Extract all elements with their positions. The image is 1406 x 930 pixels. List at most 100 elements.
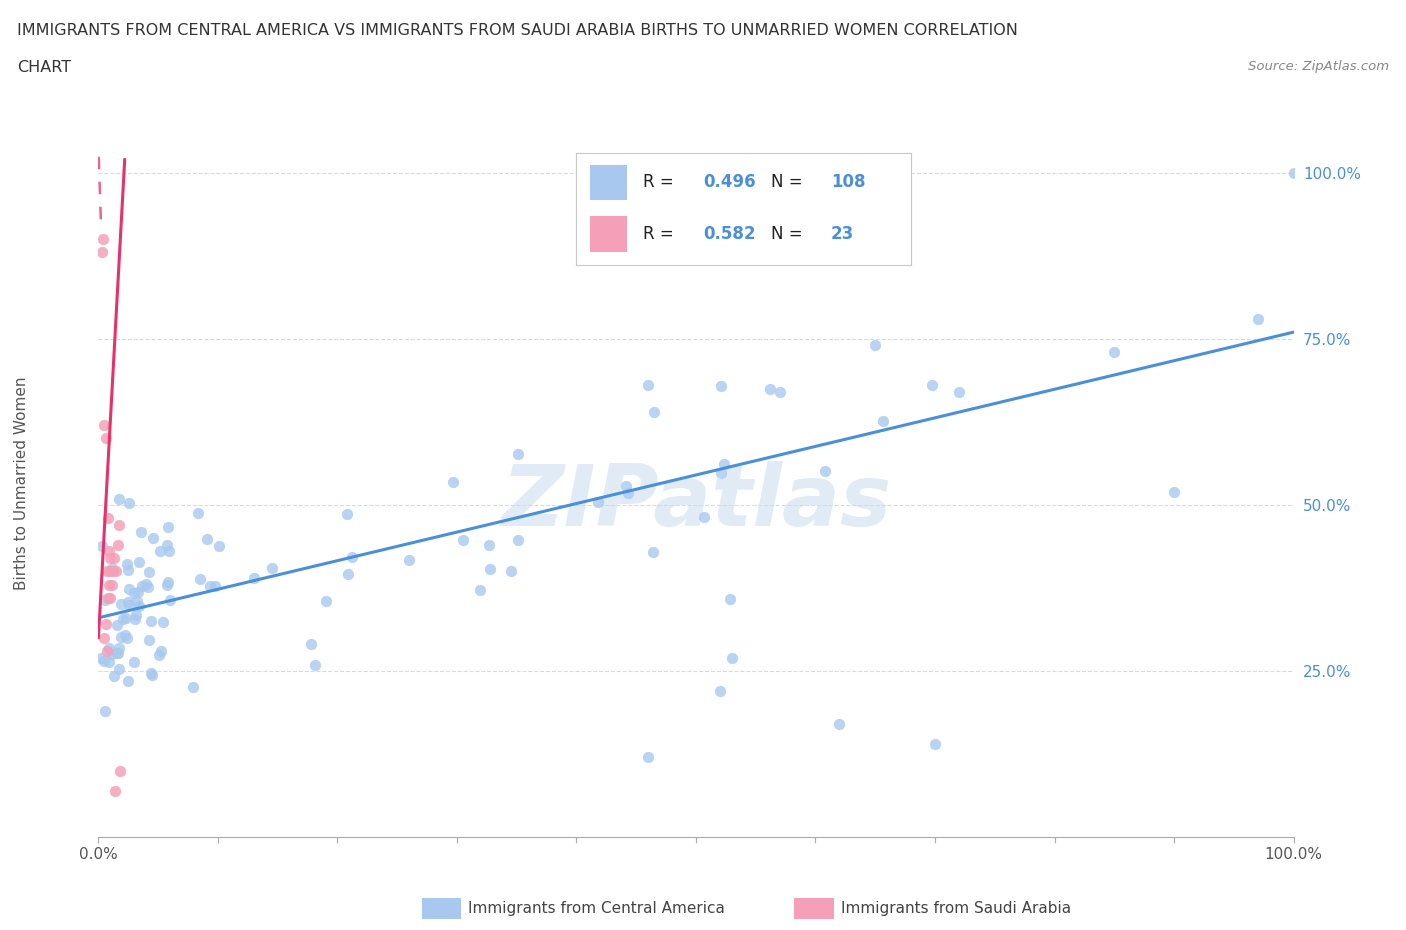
Point xyxy=(148,647,170,662)
Point xyxy=(641,544,664,559)
Point xyxy=(122,654,145,669)
Point xyxy=(118,582,141,597)
Point xyxy=(149,644,172,659)
Text: Births to Unmarried Women: Births to Unmarried Women xyxy=(14,377,28,591)
Point xyxy=(260,561,283,576)
Point xyxy=(299,637,322,652)
Point xyxy=(90,538,112,553)
Point xyxy=(97,591,120,605)
Point xyxy=(90,650,112,665)
Text: CHART: CHART xyxy=(17,60,70,75)
Point xyxy=(759,382,782,397)
Point xyxy=(304,658,326,672)
Point xyxy=(614,478,637,493)
Point xyxy=(97,511,120,525)
Point xyxy=(336,507,359,522)
Point xyxy=(107,538,129,552)
Point xyxy=(451,533,474,548)
Point xyxy=(149,544,172,559)
Point xyxy=(586,495,609,510)
Point xyxy=(138,632,160,647)
Point xyxy=(616,485,638,500)
Point xyxy=(96,564,118,578)
Point xyxy=(108,661,131,676)
Text: ZIPatlas: ZIPatlas xyxy=(501,460,891,544)
Point xyxy=(709,684,731,698)
Point xyxy=(114,610,136,625)
Point xyxy=(693,510,716,525)
Text: IMMIGRANTS FROM CENTRAL AMERICA VS IMMIGRANTS FROM SAUDI ARABIA BIRTHS TO UNMARR: IMMIGRANTS FROM CENTRAL AMERICA VS IMMIG… xyxy=(17,23,1018,38)
Point xyxy=(204,578,226,593)
Point xyxy=(506,446,529,461)
Point xyxy=(93,418,115,432)
Point xyxy=(156,538,179,552)
Point xyxy=(1246,312,1268,326)
Point xyxy=(117,674,139,689)
Point xyxy=(340,550,363,565)
Point xyxy=(441,474,464,489)
Point xyxy=(118,496,141,511)
Point xyxy=(111,611,134,626)
Point xyxy=(315,593,337,608)
Point xyxy=(187,506,209,521)
Point xyxy=(828,717,851,732)
Point xyxy=(508,533,530,548)
Point xyxy=(637,378,659,392)
Point xyxy=(125,608,148,623)
Point xyxy=(129,525,152,540)
Point xyxy=(115,557,138,572)
Point xyxy=(104,783,127,798)
Text: Source: ZipAtlas.com: Source: ZipAtlas.com xyxy=(1249,60,1389,73)
Point xyxy=(814,464,837,479)
Point xyxy=(720,591,742,606)
Point xyxy=(101,646,124,661)
Point xyxy=(131,578,153,593)
Point xyxy=(159,592,181,607)
Point xyxy=(156,575,179,590)
Point xyxy=(1282,166,1305,180)
Point xyxy=(643,405,665,419)
Point xyxy=(710,379,733,393)
Point xyxy=(107,491,129,506)
Point xyxy=(136,579,159,594)
Point xyxy=(127,584,149,599)
Point xyxy=(141,668,163,683)
Point xyxy=(110,630,132,644)
Point xyxy=(117,631,139,645)
Point xyxy=(181,680,204,695)
Point xyxy=(103,669,125,684)
Point xyxy=(637,750,659,764)
Point xyxy=(96,644,118,658)
Point xyxy=(208,538,231,553)
Point xyxy=(101,560,124,575)
Point xyxy=(100,578,122,592)
Point xyxy=(94,704,117,719)
Point xyxy=(195,531,218,546)
Point xyxy=(139,613,162,628)
Point xyxy=(107,517,129,532)
Point xyxy=(713,457,735,472)
Point xyxy=(1102,345,1125,360)
Point xyxy=(135,577,157,591)
Point xyxy=(872,413,894,428)
Point xyxy=(93,631,115,645)
Point xyxy=(98,544,121,559)
Point xyxy=(108,641,131,656)
Point xyxy=(98,578,121,592)
Point xyxy=(157,544,180,559)
Point xyxy=(105,618,128,632)
Point xyxy=(200,578,222,593)
Point xyxy=(721,650,744,665)
Point xyxy=(501,564,523,578)
Point xyxy=(128,554,150,569)
Point xyxy=(242,570,264,585)
Point xyxy=(94,431,117,445)
Point xyxy=(105,564,128,578)
Point xyxy=(98,591,122,605)
Point xyxy=(107,645,129,660)
Point xyxy=(921,378,943,392)
Point xyxy=(710,465,733,480)
Point xyxy=(478,562,501,577)
Point xyxy=(125,593,148,608)
Point xyxy=(152,615,174,630)
